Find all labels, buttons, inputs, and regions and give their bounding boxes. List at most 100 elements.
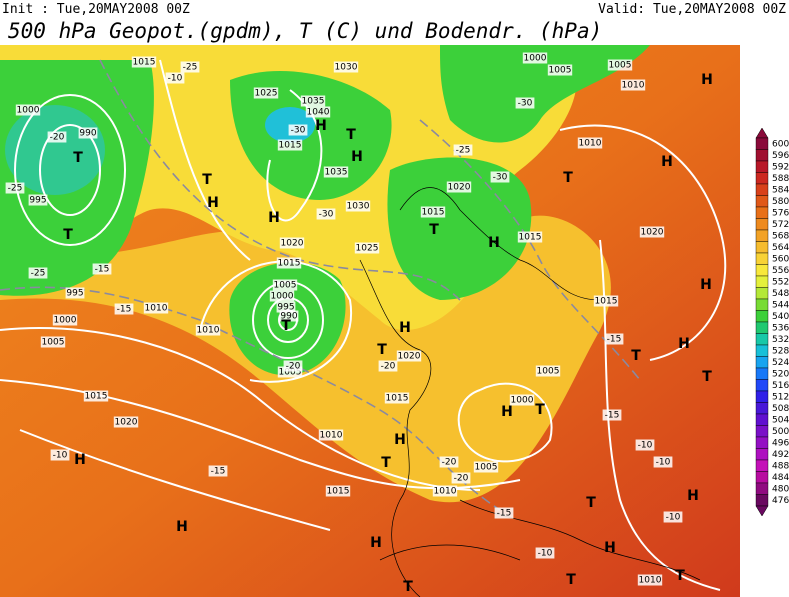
label-box — [420, 206, 446, 218]
colorbar-swatch — [755, 333, 769, 346]
colorbar-label: 568 — [772, 231, 789, 241]
contour-label: 1010 — [639, 576, 662, 586]
map — [0, 45, 740, 597]
label-box — [92, 263, 112, 275]
contour-label: 1015 — [422, 208, 445, 218]
label-box — [305, 106, 331, 118]
colorbar-label: 540 — [772, 312, 789, 322]
pressure-center: H — [604, 540, 616, 556]
colorbar-swatch — [755, 137, 769, 150]
contour-label: 1040 — [307, 108, 330, 118]
contour-label: 1015 — [519, 233, 542, 243]
label-box — [446, 181, 472, 193]
label-box — [114, 303, 134, 315]
label-box — [396, 350, 422, 362]
pressure-center: T — [535, 402, 545, 418]
label-box — [607, 59, 633, 71]
label-box — [604, 333, 624, 345]
label-box — [28, 194, 48, 206]
colorbar-swatch — [755, 367, 769, 380]
pressure-center: H — [268, 210, 280, 226]
contour-label: 1010 — [145, 304, 168, 314]
contour-label: -10 — [666, 513, 681, 523]
colorbar-swatch — [755, 160, 769, 173]
pressure-center: H — [687, 488, 699, 504]
pressure-center: H — [501, 404, 513, 420]
label-box — [333, 61, 359, 73]
contour-label: 995 — [29, 196, 46, 206]
label-box — [131, 56, 157, 68]
pressure-center: T — [403, 579, 413, 595]
label-box — [283, 360, 303, 372]
contour-label: -20 — [286, 362, 301, 372]
contour-label: -25 — [8, 184, 23, 194]
colorbar-label: 548 — [772, 289, 789, 299]
pressure-center: H — [315, 118, 327, 134]
contour-label: 1020 — [448, 183, 471, 193]
label-box — [323, 166, 349, 178]
colorbar-label: 592 — [772, 162, 789, 172]
label-box — [279, 310, 299, 322]
label-box — [195, 324, 221, 336]
contour-label: 1010 — [197, 326, 220, 336]
contour-label: 1025 — [356, 244, 379, 254]
contour-label: 995 — [66, 289, 83, 299]
contour-label: -20 — [454, 474, 469, 484]
colorbar-swatch — [755, 356, 769, 369]
label-box — [451, 472, 471, 484]
label-box — [208, 465, 228, 477]
colorbar-label: 580 — [772, 197, 789, 207]
contour-label: 1000 — [524, 54, 547, 64]
pressure-center: T — [675, 568, 685, 584]
pressure-center: H — [74, 452, 86, 468]
colorbar-swatch — [755, 218, 769, 231]
colorbar-swatch — [755, 425, 769, 438]
green-region — [230, 71, 392, 200]
colorbar-label: 524 — [772, 358, 789, 368]
map-title: 500 hPa Geopot.(gpdm), T (C) und Bodendr… — [8, 19, 602, 43]
contour-label: 1005 — [537, 367, 560, 377]
pressure-center: T — [63, 227, 73, 243]
label-box — [432, 485, 458, 497]
contour-label: 1005 — [279, 368, 302, 378]
pressure-center: T — [566, 572, 576, 588]
label-box — [620, 79, 646, 91]
colorbar-label: 480 — [772, 484, 789, 494]
contour-label: -15 — [605, 411, 620, 421]
contour-label: 1005 — [609, 61, 632, 71]
label-box — [509, 394, 535, 406]
pressure-center: T — [281, 318, 291, 334]
cool-core — [5, 105, 105, 195]
contour-label: -15 — [95, 265, 110, 275]
contour-label: 990 — [79, 129, 96, 139]
label-box — [5, 182, 25, 194]
contour-label: 1000 — [511, 396, 534, 406]
label-box — [253, 87, 279, 99]
colorbar-label: 496 — [772, 438, 789, 448]
colorbar-swatch — [755, 436, 769, 449]
contour-label: 1015 — [386, 394, 409, 404]
temperature-lines — [0, 59, 641, 511]
pressure-center: T — [73, 150, 83, 166]
contour-label: 1015 — [133, 58, 156, 68]
pressure-center: T — [563, 170, 573, 186]
label-box — [439, 456, 459, 468]
contour-label: -10 — [53, 451, 68, 461]
label-box — [490, 171, 510, 183]
colorbar-swatch — [755, 471, 769, 484]
label-box — [345, 200, 371, 212]
contour-label: 1020 — [115, 418, 138, 428]
colorbar-label: 532 — [772, 335, 789, 345]
label-box — [269, 290, 295, 302]
label-box — [515, 97, 535, 109]
contour-label: 1005 — [42, 338, 65, 348]
label-box — [517, 231, 543, 243]
colorbar-label: 504 — [772, 415, 789, 425]
contour-label: 1010 — [622, 81, 645, 91]
contour-label: 1000 — [17, 106, 40, 116]
colorbar-swatch — [755, 482, 769, 495]
colorbar-swatch — [755, 287, 769, 300]
pressure-center: H — [207, 195, 219, 211]
